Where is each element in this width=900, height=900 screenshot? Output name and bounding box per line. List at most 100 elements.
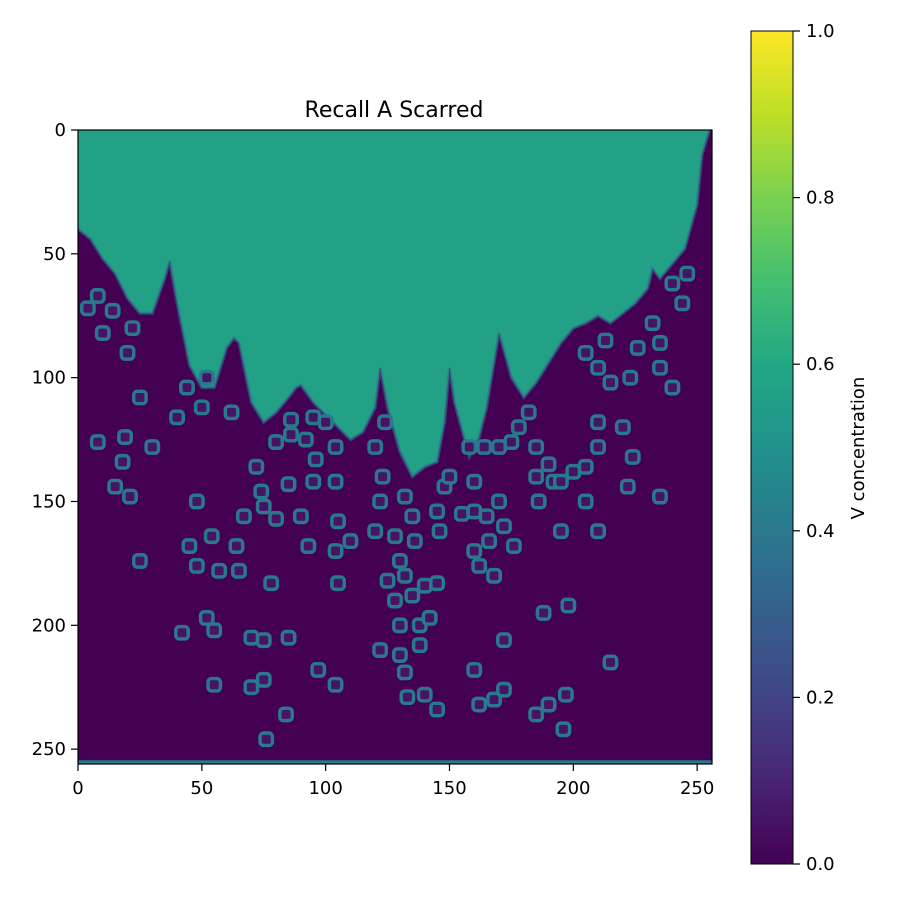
spot-14 [169, 409, 185, 426]
spot-40 [268, 434, 285, 450]
spot-19 [188, 493, 205, 510]
spot-130 [652, 359, 668, 376]
spot-142 [540, 696, 557, 713]
spot-38 [253, 483, 270, 500]
spot-15 [179, 379, 195, 396]
spot-61 [258, 731, 275, 748]
spot-24 [228, 538, 245, 554]
spot-49 [305, 473, 322, 490]
y-tick-label-5: 250 [32, 739, 66, 760]
spot-6 [131, 389, 148, 406]
spot-138 [619, 478, 636, 495]
spot-147 [486, 691, 502, 708]
spot-145 [466, 661, 483, 678]
spot-37 [248, 458, 265, 475]
colorbar-gradient-bar [750, 30, 794, 865]
spot-95 [476, 439, 493, 455]
spot-62 [367, 439, 384, 455]
spot-97 [471, 557, 488, 574]
colorbar-tick-label-2: 0.4 [806, 521, 835, 542]
spot-57 [330, 575, 346, 592]
spot-150 [372, 642, 389, 659]
y-tick-label-2: 100 [32, 368, 66, 389]
spot-133 [674, 295, 691, 312]
spot-35 [263, 575, 280, 592]
spot-10 [144, 439, 161, 455]
spot-85 [429, 503, 446, 520]
spot-50 [327, 473, 344, 490]
spot-17 [198, 369, 215, 386]
spot-69 [396, 567, 413, 584]
spot-20 [181, 538, 198, 554]
spot-28 [174, 624, 190, 641]
spot-119 [553, 523, 569, 540]
spot-122 [590, 414, 607, 431]
spot-66 [367, 523, 384, 540]
spot-114 [565, 463, 582, 480]
spot-26 [198, 609, 215, 626]
spot-93 [478, 508, 495, 525]
spot-65 [372, 493, 389, 510]
spot-86 [431, 523, 448, 540]
spot-128 [629, 340, 646, 356]
colorbar-tick-label-3: 0.6 [806, 354, 835, 375]
spot-31 [255, 671, 272, 688]
spot-144 [555, 721, 572, 738]
spot-113 [553, 473, 569, 490]
spot-127 [622, 369, 639, 386]
spot-3 [94, 325, 111, 342]
spot-110 [496, 632, 512, 649]
spot-106 [491, 493, 507, 510]
spot-99 [491, 439, 507, 455]
x-axis: 0 50 100 150 200 250 [72, 764, 714, 799]
spot-123 [590, 359, 607, 376]
colorbar-ticks: 0.0 0.2 0.4 0.6 0.8 1.0 [793, 21, 835, 875]
spot-148 [496, 681, 512, 698]
spot-48 [307, 451, 324, 468]
high-concentration-region-layer [78, 130, 712, 764]
y-tick-label-3: 150 [32, 491, 66, 512]
spot-109 [486, 567, 502, 584]
spot-131 [664, 379, 681, 396]
colorbar: 0.0 0.2 0.4 0.6 0.8 1.0 V concentration [750, 21, 869, 875]
region-edge [78, 130, 711, 480]
spot-116 [590, 439, 607, 455]
spot-115 [577, 458, 594, 475]
spot-5 [119, 344, 136, 361]
x-tick-label-5: 250 [680, 778, 714, 799]
y-tick-label-0: 0 [55, 120, 66, 141]
spot-91 [453, 505, 470, 522]
spot-67 [387, 528, 403, 545]
spot-132 [644, 315, 661, 332]
heatmap-plot-area [77, 129, 713, 765]
spot-111 [540, 456, 557, 473]
spot-79 [399, 689, 416, 706]
spot-7 [89, 434, 106, 450]
spot-108 [505, 538, 522, 554]
colorbar-tick-label-4: 0.8 [806, 188, 835, 209]
spot-92 [466, 503, 483, 520]
spot-59 [327, 676, 344, 693]
y-tick-label-4: 200 [32, 615, 66, 636]
spot-0 [89, 288, 106, 304]
colorbar-tick-label-5: 1.0 [806, 21, 835, 42]
spot-82 [392, 552, 408, 569]
spot-2 [104, 302, 121, 319]
spot-47 [327, 439, 344, 455]
high-concentration-region [78, 130, 712, 477]
spot-94 [461, 439, 478, 455]
spot-60 [278, 706, 294, 723]
spot-76 [411, 637, 428, 654]
spot-64 [374, 468, 391, 485]
spot-27 [206, 622, 223, 639]
spot-77 [392, 647, 408, 663]
spot-52 [268, 510, 285, 527]
spot-41 [283, 426, 299, 443]
spot-80 [416, 686, 433, 703]
spot-98 [481, 533, 498, 550]
spot-4 [124, 320, 141, 337]
spot-29 [206, 676, 223, 693]
spot-143 [557, 686, 574, 703]
spot-102 [520, 404, 537, 421]
x-tick-label-4: 200 [556, 778, 590, 799]
